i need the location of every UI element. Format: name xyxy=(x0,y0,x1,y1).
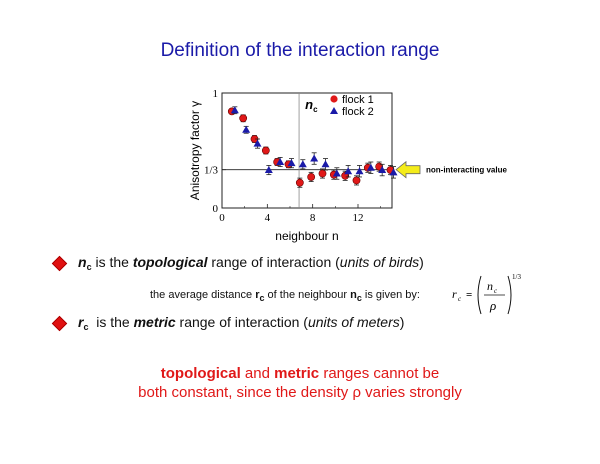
x-tick-label: 12 xyxy=(353,212,364,224)
x-tick-label: 0 xyxy=(219,212,225,224)
flock2-point xyxy=(264,166,273,174)
svg-text:r: r xyxy=(452,287,457,301)
flock2-point xyxy=(332,169,341,177)
legend-flock2-marker xyxy=(330,107,338,114)
reference-line-label: non-interacting value xyxy=(426,166,507,175)
flock1-point xyxy=(318,169,327,178)
flock1-point xyxy=(307,173,316,181)
x-tick-label: 4 xyxy=(265,212,271,224)
nc-symbol: n xyxy=(78,254,87,270)
flock2-point xyxy=(276,158,285,165)
flock2-point xyxy=(253,139,262,147)
nc-marker-label: n xyxy=(305,97,313,112)
svg-text:ρ: ρ xyxy=(489,298,496,313)
svg-text:=: = xyxy=(466,289,472,301)
svg-text:c: c xyxy=(494,287,498,295)
svg-text:c: c xyxy=(458,295,462,303)
y-tick-label: 0 xyxy=(213,203,219,215)
flock2-point xyxy=(344,167,353,175)
x-tick-label: 8 xyxy=(310,212,316,224)
flock2-point xyxy=(310,154,319,162)
svg-text:1/3: 1/3 xyxy=(512,273,521,281)
flock2-point xyxy=(355,167,364,175)
flock1-point xyxy=(295,178,304,187)
flock2-point xyxy=(298,160,307,168)
rc-symbol: r xyxy=(78,314,84,330)
flock1-point xyxy=(261,146,270,155)
legend-flock1-marker xyxy=(330,95,338,103)
y-axis-label: Anisotropy factor γ xyxy=(188,101,202,200)
distance-formula: r c = n c ρ 1/3 xyxy=(452,273,521,315)
flock2-point xyxy=(321,160,330,168)
plot-frame xyxy=(221,92,393,209)
y-tick-label: 1 xyxy=(213,88,219,100)
flock1-point xyxy=(239,114,248,123)
flock2-point xyxy=(230,106,239,114)
distance-note: the average distance rc of the neighbour… xyxy=(150,289,420,303)
bullet-topological: nc is the topological range of interacti… xyxy=(78,254,424,272)
arrow-icon xyxy=(395,160,421,179)
flock2-point xyxy=(389,168,398,176)
flock1-point xyxy=(352,176,361,185)
conclusion-text: topological and metric ranges cannot be … xyxy=(138,365,462,401)
x-axis-label: neighbour n xyxy=(275,229,338,243)
nc-marker-sub: c xyxy=(313,105,318,114)
bullet-metric: rc is the metric range of interaction (u… xyxy=(78,314,405,332)
flock2-point xyxy=(378,166,387,174)
legend-flock2-label: flock 2 xyxy=(342,106,374,118)
svg-text:n: n xyxy=(487,279,493,293)
legend-flock1-label: flock 1 xyxy=(342,94,374,106)
flock2-point xyxy=(366,163,375,171)
flock2-point xyxy=(242,125,251,133)
slide-title: Definition of the interaction range xyxy=(160,40,440,61)
y-tick-label: 1/3 xyxy=(204,165,219,177)
flock2-point xyxy=(287,159,296,167)
